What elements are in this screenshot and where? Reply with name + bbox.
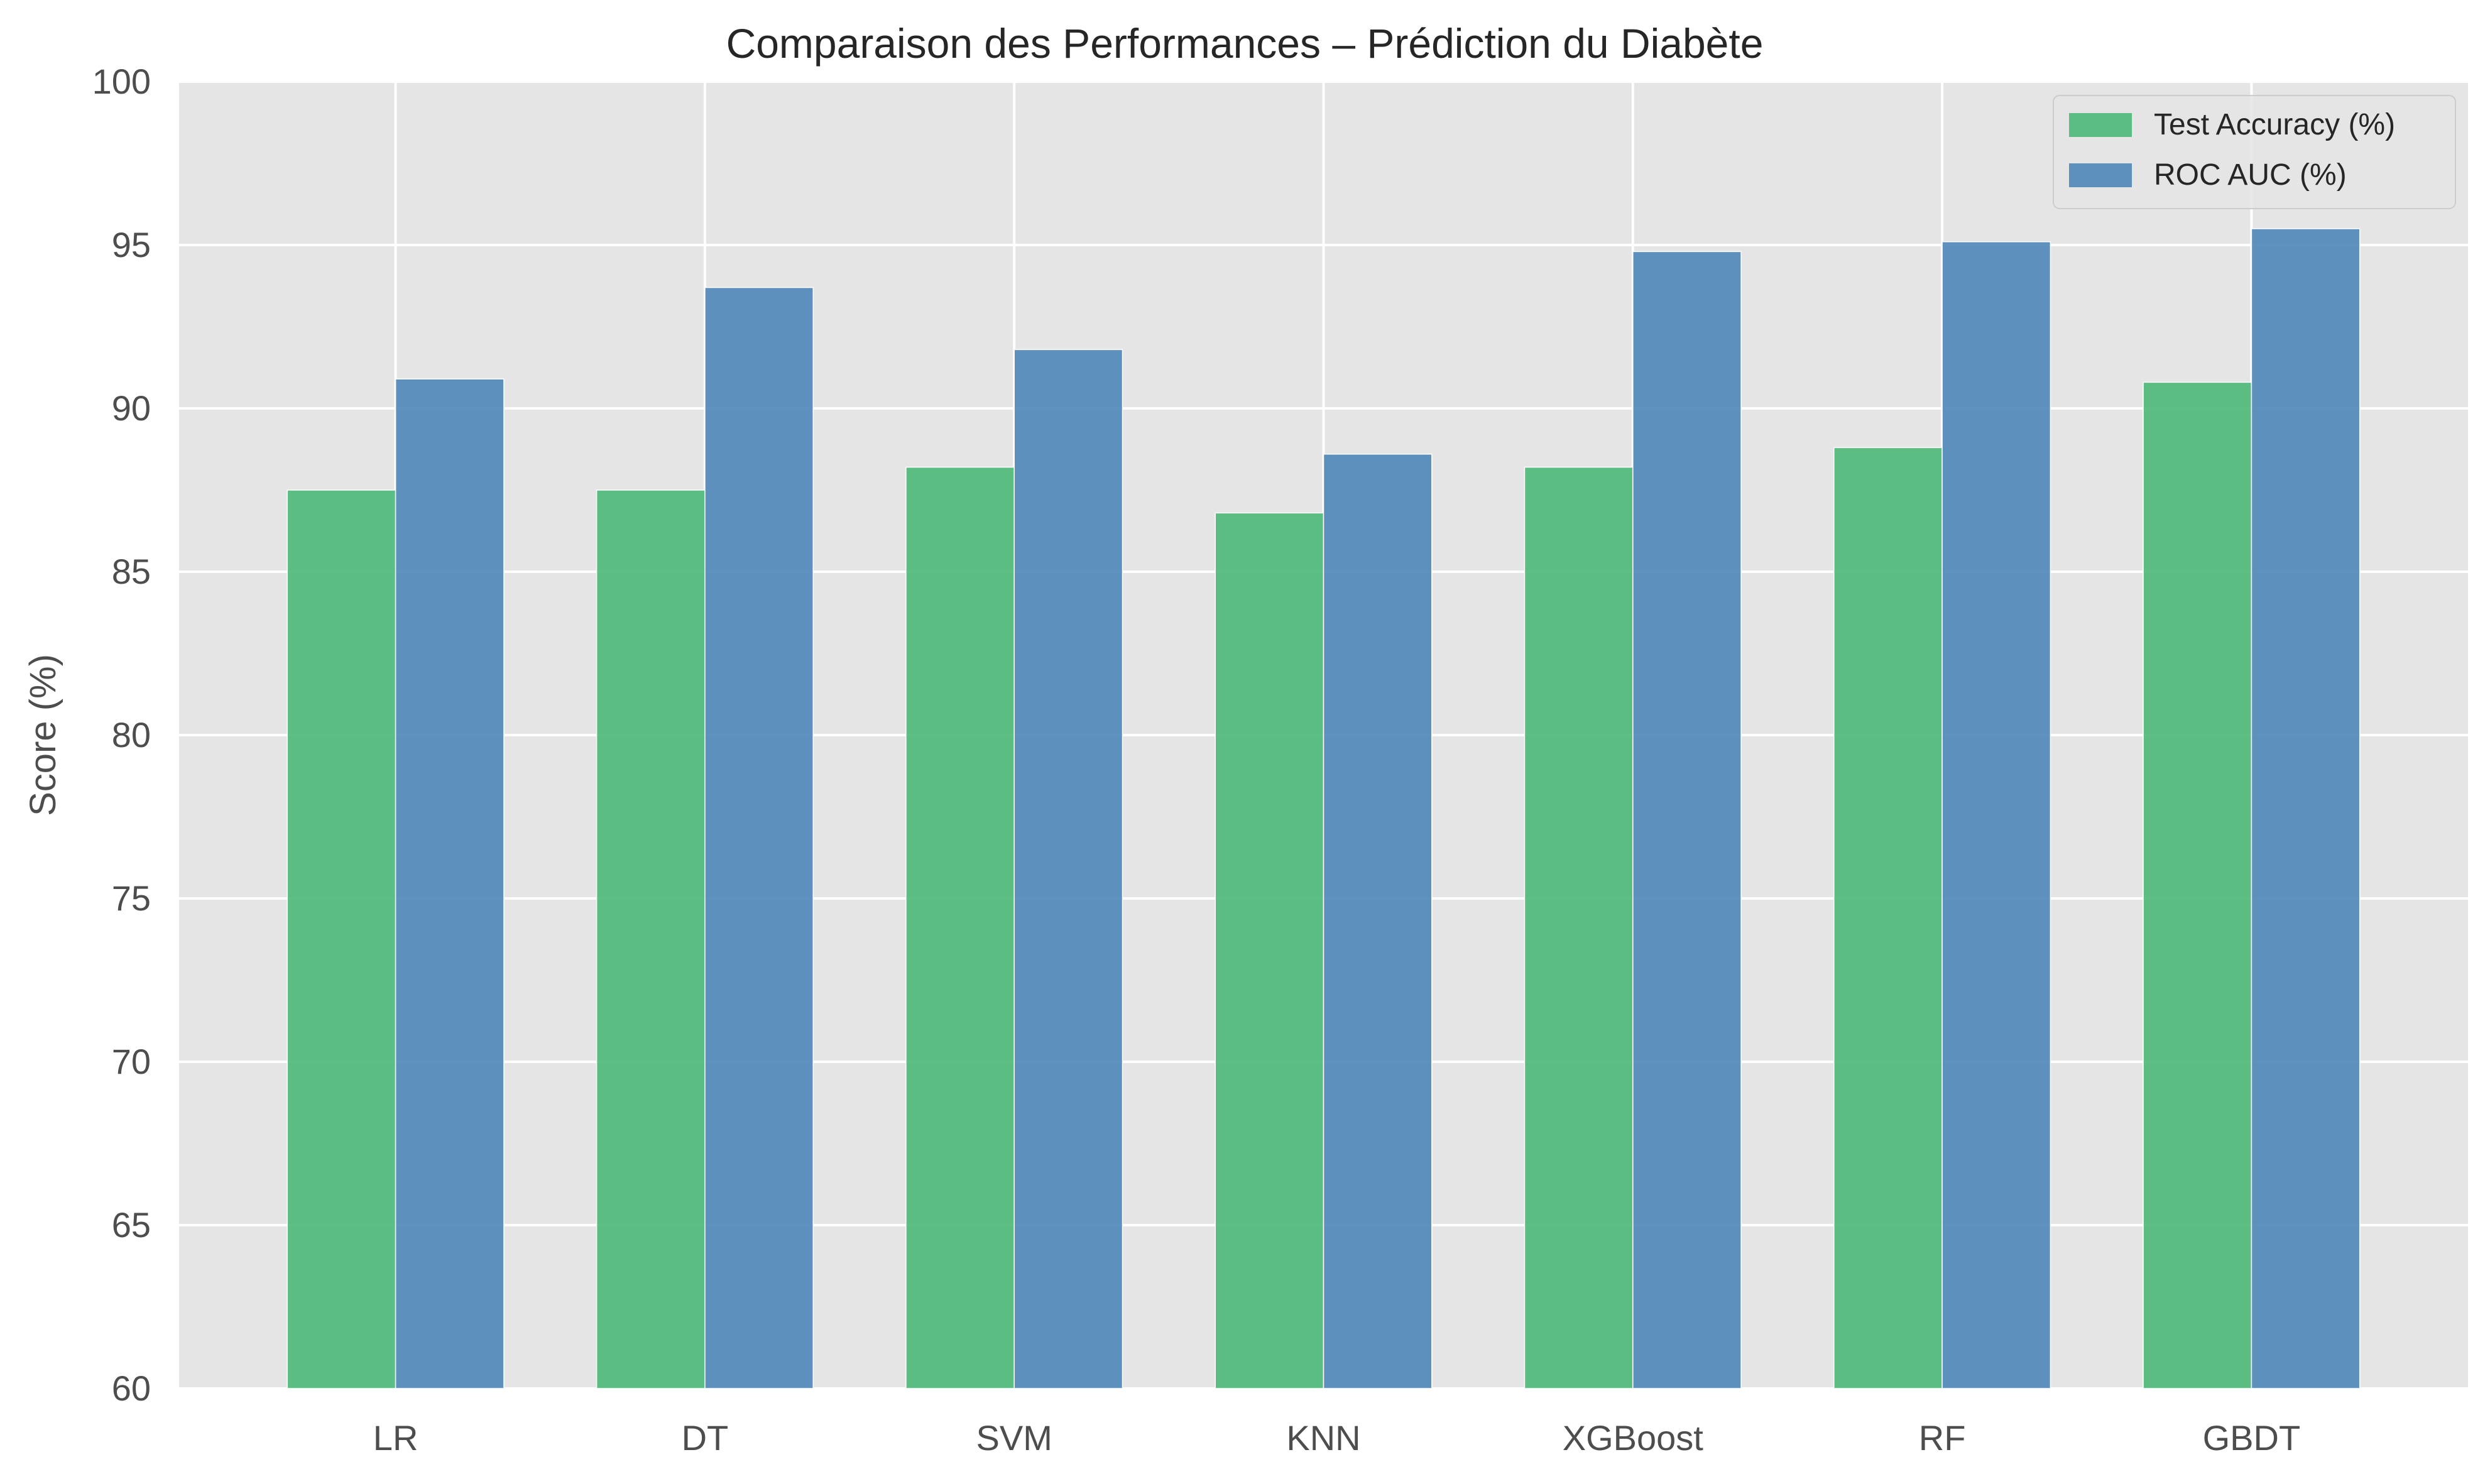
- x-tick-label: RF: [1919, 1418, 1966, 1458]
- y-tick-label: 70: [112, 1042, 151, 1081]
- legend: Test Accuracy (%) ROC AUC (%): [2053, 95, 2456, 209]
- y-tick-label: 85: [112, 552, 151, 591]
- legend-label: ROC AUC (%): [2154, 158, 2347, 192]
- chart-title: Comparaison des Performances – Prédictio…: [726, 20, 1764, 67]
- bar-roc-auc-dt: [704, 286, 814, 1389]
- legend-swatch: [2069, 113, 2132, 137]
- x-tick-label: DT: [682, 1418, 729, 1458]
- bar-roc-auc-rf: [1941, 241, 2051, 1389]
- y-tick-label: 65: [112, 1205, 151, 1245]
- legend-swatch: [2069, 163, 2132, 187]
- legend-box: [2053, 95, 2456, 209]
- legend-label: Test Accuracy (%): [2154, 108, 2395, 141]
- bar-roc-auc-xgboost: [1632, 251, 1742, 1389]
- bar-roc-auc-svm: [1013, 349, 1123, 1389]
- bar-test-accuracy-gbdt: [2143, 381, 2252, 1389]
- x-tick-label: XGBoost: [1563, 1418, 1704, 1458]
- bar-test-accuracy-lr: [287, 489, 396, 1389]
- bar-test-accuracy-knn: [1215, 512, 1324, 1389]
- y-tick-label: 75: [112, 878, 151, 918]
- bar-roc-auc-gbdt: [2251, 228, 2361, 1389]
- y-tick-label: 100: [92, 62, 151, 101]
- bars: [287, 228, 2361, 1389]
- bar-roc-auc-knn: [1323, 454, 1433, 1389]
- x-tick-label: SVM: [976, 1418, 1052, 1458]
- y-axis-label: Score (%): [23, 654, 63, 816]
- x-tick-label: LR: [373, 1418, 418, 1458]
- x-tick-label: GBDT: [2203, 1418, 2301, 1458]
- y-tick-label: 80: [112, 715, 151, 755]
- y-tick-label: 95: [112, 225, 151, 265]
- bar-test-accuracy-xgboost: [1524, 466, 1634, 1389]
- bar-test-accuracy-svm: [905, 466, 1015, 1389]
- bar-roc-auc-lr: [395, 378, 505, 1389]
- bar-test-accuracy-dt: [596, 489, 706, 1389]
- y-axis-ticks: 60 65 70 75 80 85 90 95 100: [92, 62, 151, 1408]
- bar-test-accuracy-rf: [1833, 447, 1943, 1389]
- x-tick-label: KNN: [1286, 1418, 1360, 1458]
- x-axis-ticks: LR DT SVM KNN XGBoost RF GBDT: [373, 1418, 2300, 1458]
- y-tick-label: 60: [112, 1368, 151, 1408]
- y-tick-label: 90: [112, 388, 151, 428]
